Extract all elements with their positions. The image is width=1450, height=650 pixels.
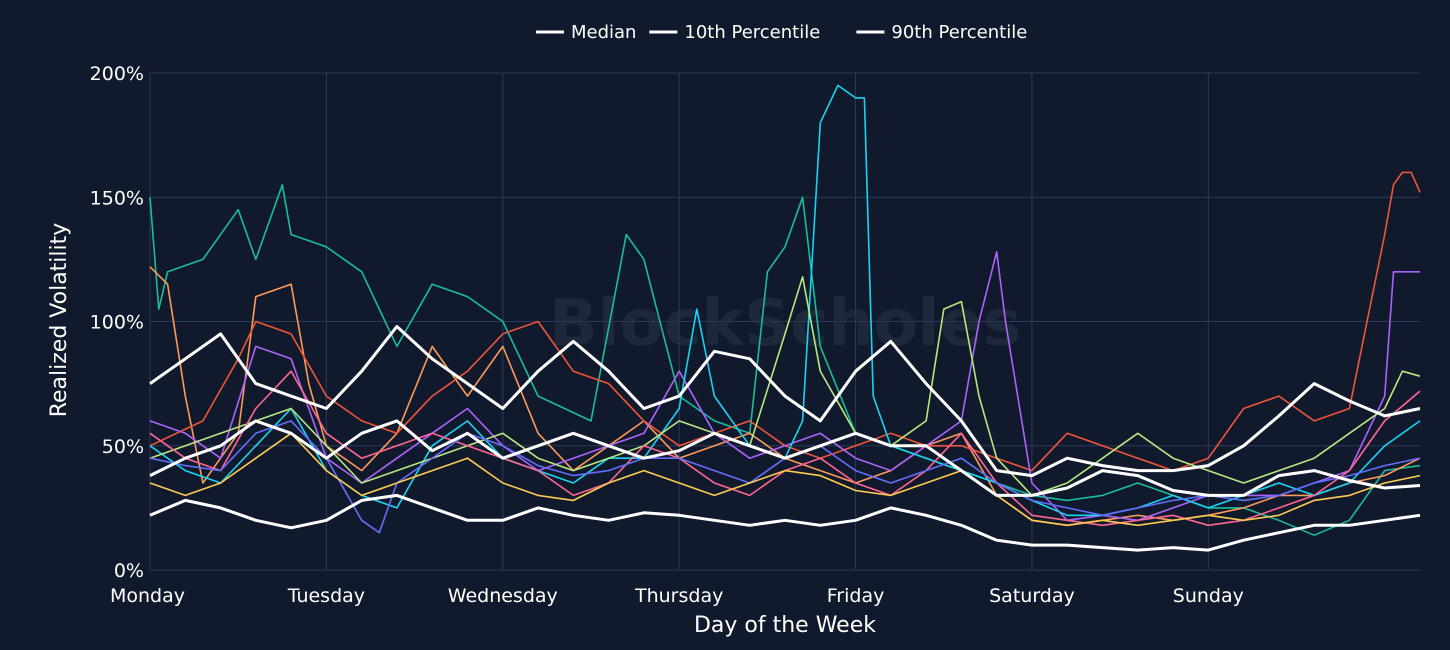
legend-label: Median (571, 22, 636, 43)
x-tick-label: Saturday (989, 585, 1075, 607)
y-axis-title: Realized Volatility (47, 223, 72, 418)
legend-item[interactable]: 10th Percentile (649, 22, 820, 43)
x-tick-label: Sunday (1173, 585, 1244, 607)
legend-label: 10th Percentile (684, 22, 820, 43)
x-tick-label: Monday (110, 585, 185, 607)
y-tick-label: 0% (114, 560, 144, 582)
y-tick-label: 100% (90, 312, 144, 334)
x-tick-label: Friday (827, 585, 885, 607)
series-median (149, 419, 1421, 497)
series-10th-percentile (149, 493, 1421, 552)
y-axis: 0% 50% 100% 150% 200% (90, 63, 144, 582)
x-axis-title: Day of the Week (694, 613, 876, 638)
series-line (149, 84, 1421, 517)
y-tick-label: 50% (102, 436, 144, 458)
y-tick-label: 200% (90, 63, 144, 85)
series-group (149, 84, 1421, 552)
series-line (149, 276, 1421, 497)
y-tick-label: 150% (90, 187, 144, 209)
legend[interactable]: Median 10th Percentile 90th Percentile (536, 22, 1027, 43)
series-90th-percentile (149, 325, 1421, 478)
series-line (149, 420, 1421, 534)
legend-item[interactable]: Median (536, 22, 636, 43)
legend-label: 90th Percentile (891, 22, 1027, 43)
watermark: BlockScholes (549, 287, 1021, 361)
x-axis: Monday Tuesday Wednesday Thursday Friday Satu… (110, 585, 1244, 607)
legend-item[interactable]: 90th Percentile (856, 22, 1027, 43)
x-tick-label: Tuesday (287, 585, 365, 607)
series-line (149, 432, 1421, 527)
x-tick-label: Thursday (634, 585, 723, 607)
x-tick-label: Wednesday (448, 585, 558, 607)
